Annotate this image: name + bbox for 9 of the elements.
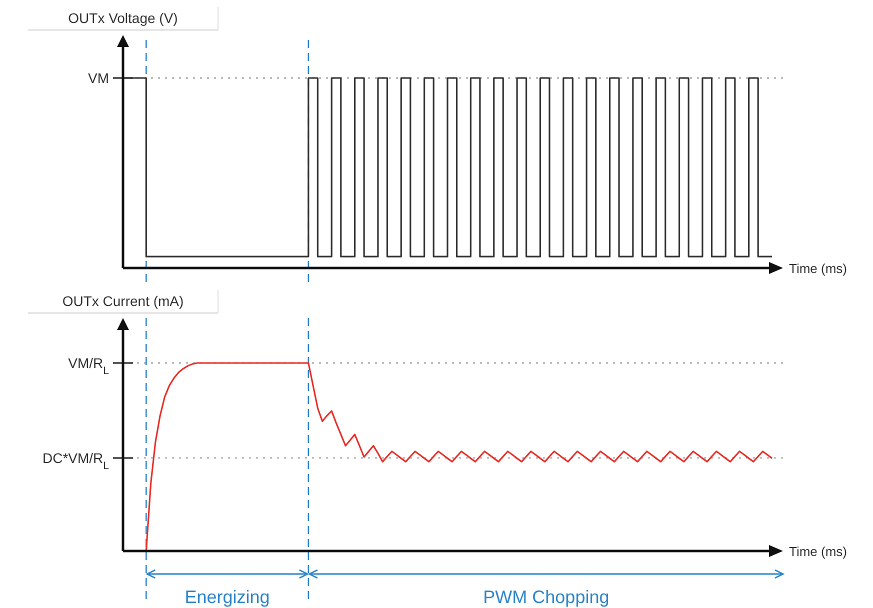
y-axis-title: OUTx Voltage (V) (68, 10, 178, 26)
ref-line-label: VM/R$_{L}$ (68, 355, 110, 377)
text: Energizing (184, 587, 270, 607)
ref-line-label: DC*VM/R$_{L}$ (42, 450, 110, 472)
y-axis-title: OUTx Current (mA) (62, 293, 184, 309)
x-axis-title: Time (ms) (789, 261, 848, 276)
text: PWM Chopping (483, 587, 610, 607)
x-axis-title: Time (ms) (789, 544, 848, 559)
ref-line-label: VM (88, 70, 109, 86)
